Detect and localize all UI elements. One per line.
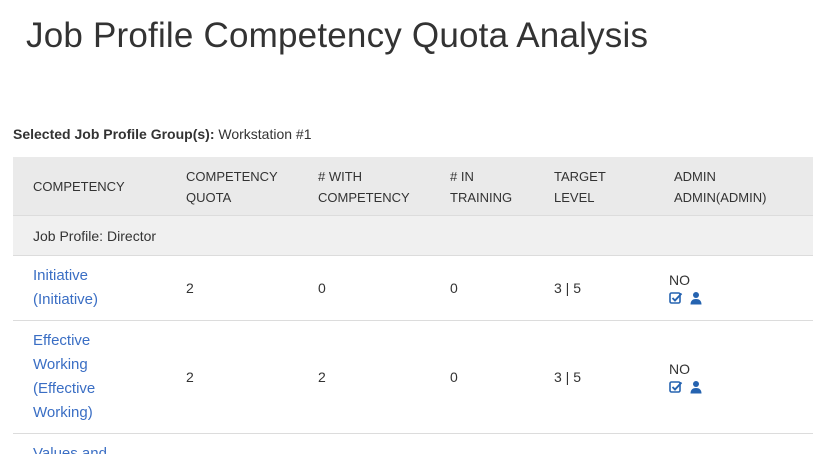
user-icon[interactable] [689,291,703,305]
selected-groups-value: Workstation #1 [218,126,312,142]
competency-cell: Values and [33,434,107,454]
admin-cell: NO [669,256,703,320]
with-competency-cell: 0 [318,280,326,296]
competency-link[interactable]: Values and [33,445,107,454]
in-training-cell: 0 [450,280,458,296]
quota-cell: 2 [186,280,194,296]
check-square-icon[interactable] [669,380,683,394]
header-admin: ADMIN ADMIN(ADMIN) [674,168,767,205]
table-row: Values and [13,434,813,454]
competency-quota-table: COMPETENCY COMPETENCY QUOTA # WITH COMPETE… [13,157,813,454]
with-competency-cell: 2 [318,369,326,385]
in-training-cell: 0 [450,369,458,385]
group-row-job-profile: Job Profile: Director [13,216,813,256]
competency-cell: Effective Working (Effective Working) [33,321,95,433]
header-competency-quota: COMPETENCY QUOTA [186,168,278,205]
user-icon[interactable] [689,380,703,394]
competency-link[interactable]: Initiative (Initiative) [33,267,99,308]
table-row: Effective Working (Effective Working) 2 … [13,321,813,434]
header-in-training: # IN TRAINING [450,168,513,205]
check-square-icon[interactable] [669,291,683,305]
table-header: COMPETENCY COMPETENCY QUOTA # WITH COMPETE… [13,157,813,216]
competency-link[interactable]: Effective Working (Effective Working) [33,332,96,421]
competency-cell: Initiative (Initiative) [33,256,98,320]
page-title: Job Profile Competency Quota Analysis [26,16,649,55]
admin-status: NO [669,361,690,377]
selected-groups-label: Selected Job Profile Group(s): [13,126,215,142]
header-target-level: TARGET LEVEL [554,168,606,205]
target-level-cell: 3 | 5 [554,369,581,385]
header-competency: COMPETENCY [33,179,125,194]
quota-cell: 2 [186,369,194,385]
header-with-competency: # WITH COMPETENCY [318,168,410,205]
table-row: Initiative (Initiative) 2 0 0 3 | 5 NO [13,256,813,321]
job-profile-group-label: Job Profile: Director [33,228,157,244]
target-level-cell: 3 | 5 [554,280,581,296]
admin-status: NO [669,272,690,288]
selected-job-profile-groups: Selected Job Profile Group(s): Workstati… [13,126,312,142]
admin-cell: NO [669,321,703,433]
